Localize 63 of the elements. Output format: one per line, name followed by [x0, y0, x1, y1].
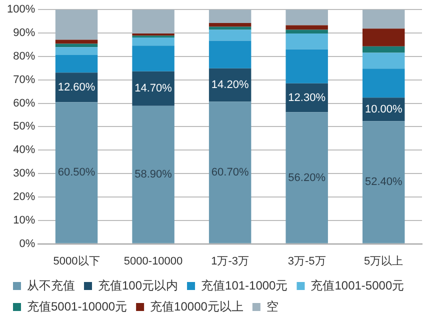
bar — [132, 71, 174, 106]
legend-label: 充值100元以内 — [98, 278, 178, 292]
legend-label: 充值5001-10000元 — [27, 299, 128, 314]
bar — [208, 30, 252, 41]
bar — [55, 40, 98, 44]
y-tick-label: 0% — [19, 238, 36, 250]
bar — [286, 30, 328, 34]
data-label: 12.30% — [288, 92, 326, 104]
data-label: 52.40% — [364, 176, 402, 188]
bar — [362, 46, 405, 53]
bar — [132, 37, 174, 46]
bar — [132, 46, 174, 72]
legend-label: 充值10000元以上 — [150, 299, 244, 314]
bar — [208, 102, 252, 244]
y-tick-label: 70% — [13, 74, 36, 86]
y-tick-label: 10% — [13, 214, 36, 226]
legend-label: 空 — [266, 299, 278, 314]
x-tick-label: 5000以下 — [53, 254, 100, 268]
data-label: 12.60% — [58, 81, 96, 94]
x-tick-label: 1万-3万 — [211, 255, 250, 268]
y-tick-label: 60% — [13, 97, 36, 110]
x-tick-label: 5000-10000 — [124, 255, 183, 268]
bar — [286, 10, 328, 26]
y-tick-label: 100% — [6, 4, 36, 16]
data-label: 14.20% — [211, 79, 249, 92]
bar — [362, 121, 405, 244]
data-label: 14.70% — [134, 82, 172, 95]
bar — [362, 10, 405, 29]
legend-label: 充值101-1000元 — [201, 278, 288, 292]
bar — [208, 40, 252, 68]
bar — [286, 49, 328, 84]
bar — [132, 33, 174, 36]
data-label: 60.50% — [58, 166, 96, 179]
bar — [286, 33, 328, 50]
y-tick-label: 40% — [13, 144, 36, 156]
y-tick-label: 90% — [13, 27, 36, 40]
bar — [55, 102, 98, 244]
bar — [208, 26, 252, 30]
bar — [362, 28, 405, 46]
data-label: 10.00% — [364, 103, 402, 116]
legend-label: 充值1001-5000元 — [310, 278, 404, 292]
bar — [132, 10, 174, 34]
data-label: 58.90% — [134, 168, 172, 181]
y-tick-label: 80% — [13, 50, 36, 62]
data-label: 56.20% — [288, 172, 326, 184]
bar — [286, 25, 328, 30]
bar — [55, 55, 98, 73]
x-tick-label: 5万以上 — [364, 254, 404, 268]
bar — [208, 22, 252, 27]
bar — [362, 68, 405, 98]
bar — [55, 10, 98, 40]
y-tick-label: 20% — [13, 190, 36, 203]
bar — [55, 44, 98, 48]
legend-label: 从不充值 — [27, 278, 75, 292]
x-tick-label: 3万-5万 — [288, 255, 326, 268]
data-label: 60.70% — [211, 166, 249, 178]
bar — [286, 112, 328, 244]
bar — [208, 10, 252, 23]
y-tick-label: 30% — [13, 168, 36, 180]
bar — [132, 106, 174, 244]
y-tick-label: 50% — [13, 120, 36, 133]
bar — [55, 47, 98, 56]
bar — [362, 52, 405, 69]
